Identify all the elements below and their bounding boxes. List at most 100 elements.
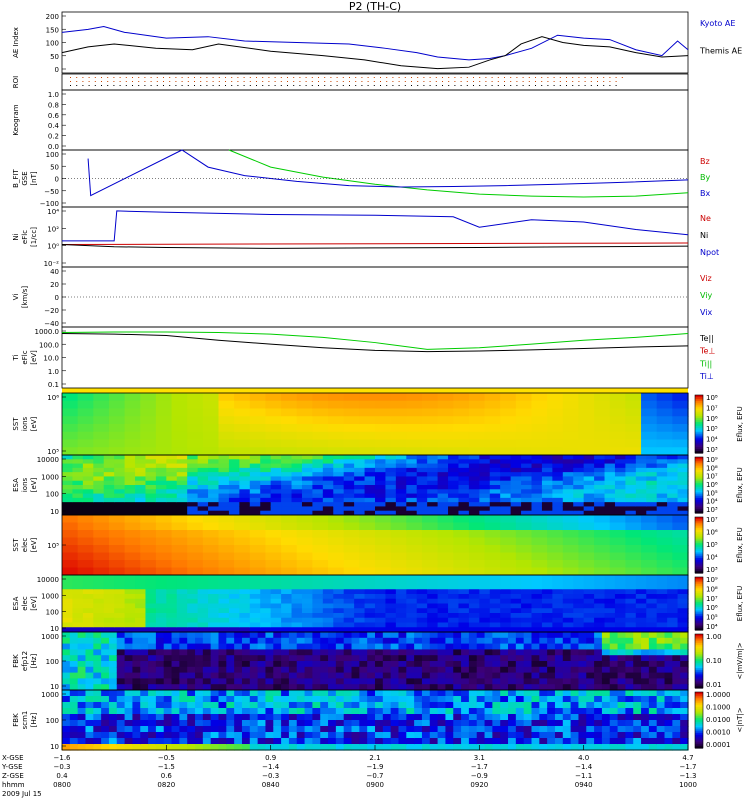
esa-ions-spectrogram-cell xyxy=(124,510,136,516)
fbk-efp12-spectrogram-cell xyxy=(390,632,400,639)
esa-ions-spectrogram-cell xyxy=(448,476,460,482)
sst-top-band xyxy=(62,388,688,393)
fbk-efp12-spectrogram-cell xyxy=(414,661,423,668)
sst-elec-spectrogram-cell xyxy=(281,537,298,546)
esa-ions-spectrogram-cell xyxy=(479,489,491,495)
fbk-efp12-spectrogram-cell xyxy=(187,672,196,679)
fbk-efp12-spectrogram-cell xyxy=(343,661,353,668)
fbk-scm1-spectrogram-cell xyxy=(500,726,509,733)
colorbar-sst_i-cell xyxy=(695,439,703,442)
colorbar-sst_e-cell xyxy=(695,528,703,531)
fbk-efp12-spectrogram-cell xyxy=(375,637,384,645)
fbk-scm1-spectrogram-cell xyxy=(273,720,282,727)
colorbar-sst_e-cell xyxy=(695,524,703,527)
fbk-efp12-spectrogram-cell xyxy=(171,678,180,685)
legend-vi: Viy xyxy=(700,291,713,300)
esa-elec-spectrogram-cell xyxy=(114,603,126,609)
fbk-efp12-spectrogram-cell xyxy=(531,632,540,639)
esa-elec-spectrogram-cell xyxy=(312,589,324,595)
esa-ions-spectrogram-cell xyxy=(573,480,585,486)
sst-ions-spectrogram-cell xyxy=(484,400,501,410)
sst-ions-spectrogram-cell xyxy=(562,439,580,448)
fbk-scm1-spectrogram-cell xyxy=(226,690,235,697)
ytick-vi: 20 xyxy=(50,281,59,289)
fbk-scm1-spectrogram-cell xyxy=(335,696,345,703)
sst-ions-spectrogram-cell xyxy=(281,424,298,433)
sst-elec-spectrogram-cell xyxy=(62,560,79,569)
esa-ions-spectrogram-cell xyxy=(468,467,480,473)
fbk-efp12-spectrogram-cell xyxy=(226,678,235,685)
esa-ions-spectrogram-cell xyxy=(448,510,460,516)
xtick-label: 4.7 xyxy=(682,754,693,762)
sst-elec-spectrogram-cell xyxy=(312,522,329,531)
roi-dot xyxy=(163,81,164,82)
fbk-scm1-spectrogram-cell xyxy=(625,732,634,739)
esa-elec-spectrogram-cell xyxy=(500,622,512,628)
esa-ions-spectrogram-cell xyxy=(604,497,616,503)
colorbar-fbk1-cell xyxy=(695,652,703,655)
esa-elec-spectrogram-cell xyxy=(208,617,220,624)
esa-elec-spectrogram-cell xyxy=(93,575,105,581)
roi-dot xyxy=(231,77,233,78)
esa-ions-spectrogram-cell xyxy=(562,493,574,499)
fbk-efp12-spectrogram-cell xyxy=(523,655,533,662)
fbk-scm1-spectrogram-cell xyxy=(617,738,626,745)
fbk-scm1-spectrogram-cell xyxy=(218,714,227,721)
fbk-efp12-spectrogram-cell xyxy=(116,649,126,656)
esa-ions-spectrogram-cell xyxy=(124,455,136,460)
fbk-scm1-spectrogram-cell xyxy=(656,702,666,709)
esa-ions-spectrogram-cell xyxy=(281,455,293,460)
cbar-label-esa_i: 10⁷ xyxy=(706,473,718,481)
legend-vi: Viz xyxy=(700,274,712,283)
fbk-efp12-spectrogram-cell xyxy=(367,632,376,639)
esa-ions-spectrogram-cell xyxy=(93,472,105,478)
fbk-efp12-spectrogram-cell xyxy=(484,637,493,645)
fbk-scm1-spectrogram-cell xyxy=(594,714,603,721)
roi-dot xyxy=(541,77,543,78)
esa-ions-spectrogram-cell xyxy=(197,489,209,495)
ylabel-esa_i: [eV] xyxy=(30,477,38,492)
esa-elec-spectrogram-cell xyxy=(594,603,606,609)
fbk-scm1-spectrogram-cell xyxy=(375,732,384,739)
fbk-efp12-spectrogram-cell xyxy=(375,661,384,668)
esa-ions-spectrogram-cell xyxy=(166,502,178,508)
esa-ions-spectrogram-cell xyxy=(583,455,595,460)
fbk-scm1-spectrogram-cell xyxy=(226,738,235,745)
esa-elec-spectrogram-cell xyxy=(281,603,293,609)
sst-elec-spectrogram-cell xyxy=(672,530,689,539)
sst-ions-spectrogram-cell xyxy=(531,408,548,417)
fbk-scm1-spectrogram-cell xyxy=(249,738,259,745)
fbk-scm1-spectrogram-cell xyxy=(343,744,353,751)
fbk-scm1-spectrogram-cell xyxy=(343,720,353,727)
fbk-scm1-spectrogram-cell xyxy=(241,708,251,715)
sst-elec-spectrogram-cell xyxy=(594,530,611,539)
esa-ions-spectrogram-cell xyxy=(218,467,230,473)
roi-dot xyxy=(107,77,109,78)
sst-elec-spectrogram-cell xyxy=(375,522,392,531)
fbk-efp12-spectrogram-cell xyxy=(445,678,454,685)
fbk-efp12-spectrogram-cell xyxy=(202,672,212,679)
fbk-scm1-spectrogram-cell xyxy=(672,726,681,733)
esa-ions-spectrogram-cell xyxy=(479,476,491,482)
esa-ions-spectrogram-cell xyxy=(552,467,564,473)
sst-elec-spectrogram-cell xyxy=(656,560,673,569)
sst-ions-spectrogram-cell xyxy=(281,393,298,402)
esa-elec-spectrogram-cell xyxy=(145,603,157,609)
fbk-scm1-spectrogram-cell xyxy=(171,696,180,703)
esa-ions-spectrogram-cell xyxy=(625,489,637,495)
fbk-scm1-spectrogram-cell xyxy=(265,732,274,739)
esa-ions-spectrogram-cell xyxy=(228,463,240,469)
fbk-efp12-spectrogram-cell xyxy=(453,632,462,639)
fbk-scm1-spectrogram-cell xyxy=(62,726,71,733)
sst-ions-spectrogram-cell xyxy=(609,439,626,448)
fbk-efp12-spectrogram-cell xyxy=(508,666,517,674)
sst-elec-spectrogram-cell xyxy=(328,522,345,531)
esa-ions-spectrogram-cell xyxy=(333,459,345,465)
fbk-efp12-spectrogram-cell xyxy=(148,632,157,639)
fbk-scm1-spectrogram-cell xyxy=(148,720,157,727)
fbk-scm1-spectrogram-cell xyxy=(195,720,204,727)
esa-elec-spectrogram-cell xyxy=(354,594,366,600)
fbk-scm1-spectrogram-cell xyxy=(578,720,587,727)
esa-ions-spectrogram-cell xyxy=(103,510,115,516)
esa-ions-spectrogram-cell xyxy=(625,510,637,516)
